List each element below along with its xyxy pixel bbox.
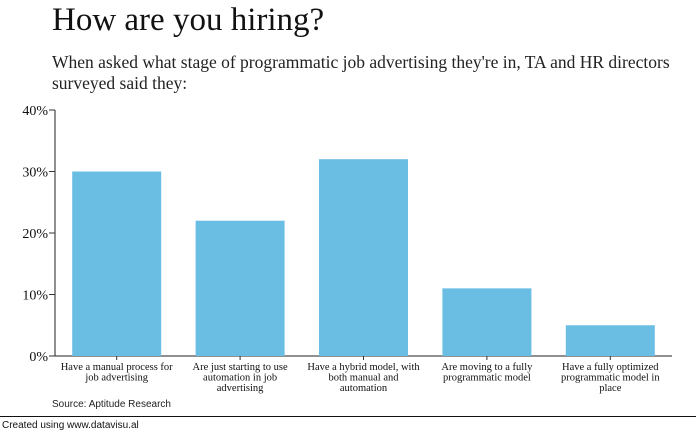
x-tick-label: Are moving to a fully programmatic model bbox=[441, 362, 533, 384]
y-tick-label: 40% bbox=[22, 104, 48, 119]
chart-title: How are you hiring? bbox=[52, 2, 325, 38]
y-tick-label: 30% bbox=[22, 166, 48, 181]
source-note: Source: Aptitude Research bbox=[52, 399, 171, 410]
bar bbox=[442, 288, 532, 356]
footer-divider bbox=[0, 416, 696, 417]
bar bbox=[195, 220, 285, 356]
x-tick-label: Have a manual process for job advertising bbox=[61, 362, 173, 384]
y-tick-label: 20% bbox=[22, 227, 48, 242]
y-tick-label: 10% bbox=[22, 289, 48, 304]
chart-subtitle: When asked what stage of programmatic jo… bbox=[52, 52, 670, 93]
x-tick-label: Are just starting to use automation in jo… bbox=[193, 362, 288, 394]
x-tick-label: Have a hybrid model, with both manual and… bbox=[307, 362, 420, 394]
y-tick-label: 0% bbox=[29, 350, 48, 365]
bar bbox=[319, 159, 408, 356]
x-tick-label: Have a fully optimized programmatic model… bbox=[561, 362, 660, 394]
bar bbox=[72, 171, 162, 356]
credit-note: Created using www.datavisu.al bbox=[2, 420, 139, 431]
bar-chart: 0% 10% 20% 30% 40% Have a manual process for j… bbox=[22, 104, 672, 394]
bar bbox=[565, 325, 655, 356]
